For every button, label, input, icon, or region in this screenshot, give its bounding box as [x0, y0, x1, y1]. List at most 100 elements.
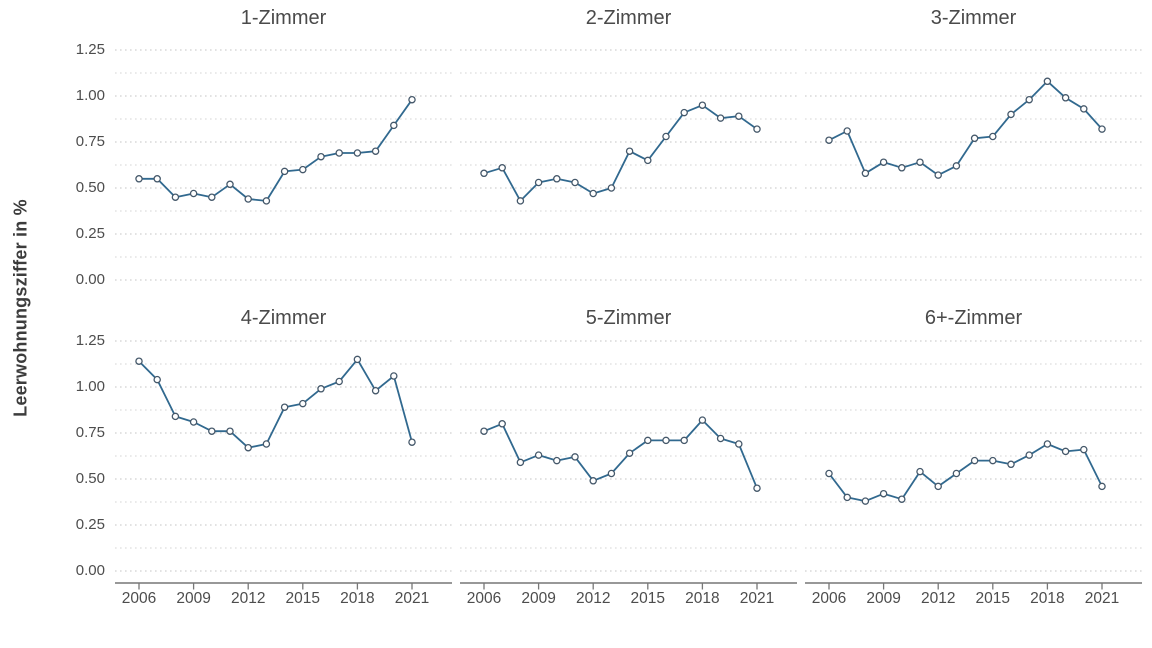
data-point: [735, 440, 743, 448]
data-point: [408, 95, 416, 104]
x-axis-tick-label: 2006: [122, 590, 156, 607]
x-axis-tick-label: 2009: [521, 590, 555, 607]
y-axis-tick-label: 0.75: [75, 133, 105, 150]
x-axis-tick-label: 2021: [1085, 590, 1119, 607]
data-point: [589, 477, 597, 485]
data-point: [534, 178, 543, 187]
data-point: [498, 420, 506, 428]
data-point: [244, 443, 252, 452]
data-line: [138, 358, 413, 449]
data-point: [861, 169, 870, 178]
data-point: [1025, 95, 1033, 104]
data-point: [716, 434, 725, 443]
data-point: [226, 427, 234, 435]
data-point: [607, 184, 616, 192]
data-point: [353, 355, 362, 364]
x-axis-tick-label: 2009: [866, 590, 900, 607]
data-point: [934, 171, 942, 179]
y-axis-tick-label: 1.25: [75, 332, 105, 349]
x-axis-tick-label: 2012: [576, 590, 610, 607]
y-axis-tick-label: 0.50: [75, 470, 105, 487]
data-point: [480, 169, 488, 178]
x-axis-tick-label: 2018: [685, 590, 719, 607]
data-point: [916, 467, 924, 476]
x-axis-tick-label: 2012: [921, 590, 955, 607]
line-plot-2-zimmer: [460, 49, 797, 281]
panel-title-6plus-zimmer: 6+-Zimmer: [924, 307, 1023, 329]
data-point: [553, 175, 561, 183]
data-point: [662, 132, 670, 141]
data-point: [879, 489, 888, 498]
y-axis-tick-label: 0.75: [75, 424, 105, 441]
x-axis-tick-label: 2018: [340, 590, 374, 607]
x-axis-tick-label: 2015: [976, 590, 1010, 607]
data-point: [353, 149, 362, 157]
data-point: [280, 167, 289, 176]
data-point: [843, 127, 851, 135]
panel-title-4-zimmer: 4-Zimmer: [240, 307, 327, 329]
y-axis-tick-label: 0.25: [75, 225, 105, 242]
data-line: [483, 104, 758, 202]
data-line: [138, 98, 413, 202]
data-point: [698, 101, 707, 109]
data-point: [989, 456, 997, 465]
line-plot-6plus-zimmer: 2006 2009 2012 2015 2018 2021: [805, 340, 1142, 607]
data-point: [335, 377, 343, 386]
data-point: [989, 132, 997, 141]
data-point: [1080, 445, 1088, 454]
data-point: [644, 436, 652, 445]
y-axis-tick-label: 0.00: [75, 271, 105, 288]
line-plot-4-zimmer: 2006 2009 2012 2015 2018 2021: [115, 340, 452, 607]
y-axis-tick-label: 1.25: [75, 41, 105, 58]
data-point: [680, 108, 688, 117]
data-point: [408, 438, 416, 446]
data-point: [135, 175, 143, 183]
data-point: [644, 156, 652, 165]
x-axis-tick-label: 2018: [1030, 590, 1064, 607]
x-axis-tick-label: 2021: [740, 590, 774, 607]
data-point: [753, 484, 761, 492]
data-point: [1025, 451, 1033, 459]
data-point: [843, 493, 851, 502]
data-point: [571, 453, 579, 461]
data-point: [898, 495, 906, 503]
data-point: [317, 385, 325, 393]
data-point: [153, 375, 161, 384]
data-point: [371, 386, 380, 395]
x-axis-tick-label: 2006: [812, 590, 846, 607]
data-line: [483, 419, 758, 490]
data-point: [1061, 447, 1070, 456]
data-point: [1080, 105, 1088, 113]
panel-title-5-zimmer: 5-Zimmer: [585, 307, 672, 329]
data-point: [1007, 460, 1015, 469]
data-point: [171, 193, 180, 201]
x-axis-tick-label: 2006: [467, 590, 501, 607]
data-point: [189, 418, 198, 426]
data-point: [716, 114, 725, 122]
data-point: [662, 436, 670, 445]
line-plot-3-zimmer: [805, 49, 1142, 281]
data-point: [825, 136, 833, 144]
panel-title-2-zimmer: 2-Zimmer: [585, 7, 672, 29]
data-point: [825, 469, 833, 478]
data-point: [534, 451, 543, 459]
data-point: [516, 458, 525, 467]
data-point: [553, 456, 561, 465]
x-axis-tick-label: 2021: [395, 590, 429, 607]
data-point: [153, 175, 161, 183]
data-point: [244, 195, 252, 203]
data-point: [189, 189, 198, 198]
x-axis-tick-label: 2015: [286, 590, 320, 607]
data-point: [498, 164, 506, 172]
data-point: [916, 158, 924, 166]
y-axis-tick-label: 1.00: [75, 378, 105, 395]
data-point: [280, 403, 289, 411]
data-point: [516, 197, 525, 205]
data-point: [371, 147, 380, 155]
data-point: [970, 134, 979, 143]
data-point: [135, 357, 143, 365]
data-point: [589, 189, 597, 198]
line-plot-5-zimmer: 2006 2009 2012 2015 2018 2021: [460, 340, 797, 607]
data-point: [480, 427, 488, 435]
